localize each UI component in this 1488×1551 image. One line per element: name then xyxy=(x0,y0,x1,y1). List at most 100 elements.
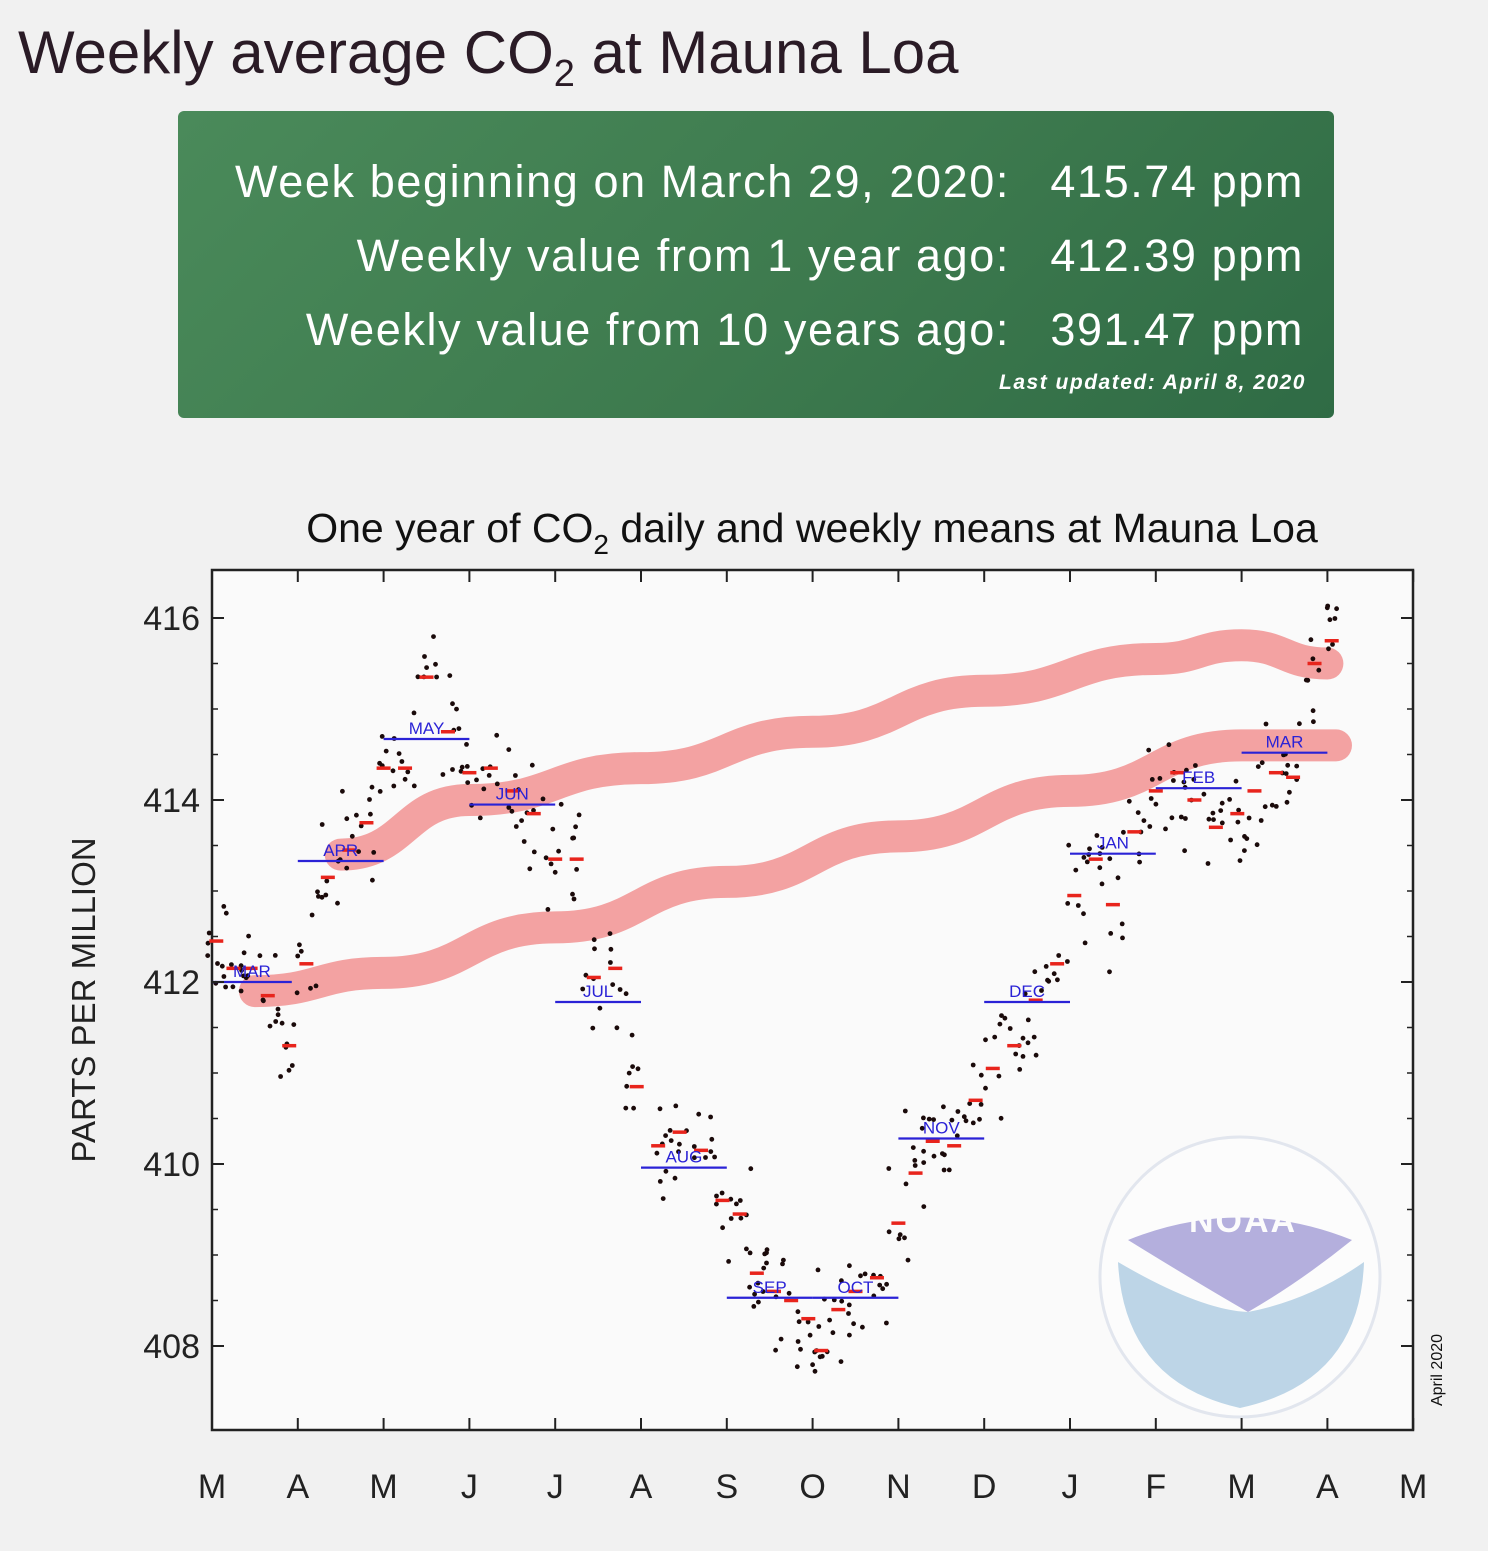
daily-point xyxy=(260,997,266,1003)
monthly-mean-label: MAR xyxy=(1266,733,1304,752)
daily-point xyxy=(494,732,500,738)
daily-point xyxy=(1308,637,1314,643)
daily-point xyxy=(313,983,319,989)
daily-point xyxy=(941,1104,946,1110)
daily-point xyxy=(315,889,320,895)
daily-point xyxy=(1020,1054,1026,1059)
daily-point xyxy=(1201,791,1207,797)
monthly-mean-label: FEB xyxy=(1182,768,1215,787)
daily-point xyxy=(1228,837,1233,843)
page-title-rest: at Mauna Loa xyxy=(574,19,959,86)
trend-bands xyxy=(238,629,1352,1008)
daily-point xyxy=(1033,1052,1039,1058)
daily-point xyxy=(411,710,417,716)
daily-point xyxy=(205,953,211,958)
daily-point xyxy=(1121,829,1126,835)
daily-point xyxy=(941,1167,947,1173)
monthly-means: MAR APR MAY JUN JUL AUG SEP OCT NOV DEC JAN FEB MAR xyxy=(212,719,1328,1299)
daily-point xyxy=(1099,845,1105,850)
daily-point xyxy=(431,634,436,639)
daily-point xyxy=(1031,1034,1037,1040)
daily-point xyxy=(440,772,446,777)
daily-point xyxy=(367,797,372,802)
daily-point xyxy=(481,786,487,792)
daily-point xyxy=(1017,1067,1023,1072)
daily-point xyxy=(1120,935,1125,941)
daily-point xyxy=(1325,603,1331,609)
daily-point xyxy=(946,1167,952,1173)
daily-point xyxy=(1246,815,1252,821)
daily-point xyxy=(513,824,519,829)
daily-point xyxy=(963,1118,969,1124)
daily-point xyxy=(223,910,229,916)
daily-point xyxy=(368,811,373,817)
monthly-mean-label: JUN xyxy=(496,785,529,804)
daily-point xyxy=(309,912,315,918)
daily-point xyxy=(983,1085,988,1091)
ten-years-ago-value: 391.47 ppm xyxy=(1050,304,1304,355)
daily-point xyxy=(827,1317,832,1323)
ten-years-ago-row: Weekly value from 10 years ago: 391.47 p… xyxy=(178,293,1304,367)
daily-point xyxy=(592,946,597,952)
monthly-mean-label: JAN xyxy=(1097,834,1129,853)
daily-point xyxy=(383,748,389,754)
daily-point xyxy=(1045,977,1050,983)
daily-point xyxy=(370,877,375,883)
daily-point xyxy=(752,1291,757,1297)
daily-point xyxy=(1013,1051,1019,1057)
daily-point xyxy=(786,1290,792,1296)
daily-point xyxy=(970,1120,976,1126)
daily-point xyxy=(474,777,479,783)
daily-point xyxy=(897,1232,903,1238)
daily-point xyxy=(513,773,518,778)
daily-point xyxy=(1334,606,1339,612)
daily-point xyxy=(1115,875,1121,881)
daily-point xyxy=(608,946,614,952)
daily-point xyxy=(433,661,438,667)
monthly-mean-label: MAY xyxy=(409,719,445,738)
daily-point xyxy=(657,1179,663,1184)
daily-point xyxy=(795,1339,801,1344)
daily-point xyxy=(531,849,537,855)
weekly-means xyxy=(209,639,1339,1353)
daily-point xyxy=(1235,819,1241,825)
daily-point xyxy=(1066,842,1072,848)
daily-point xyxy=(319,894,325,900)
daily-point xyxy=(1171,778,1176,783)
daily-point xyxy=(1056,953,1062,958)
daily-point xyxy=(720,1225,725,1231)
daily-point xyxy=(205,940,211,946)
daily-point xyxy=(673,1103,679,1109)
daily-point xyxy=(815,1267,821,1273)
daily-point xyxy=(781,1257,786,1263)
daily-point xyxy=(294,990,300,996)
daily-point xyxy=(221,974,227,979)
daily-point xyxy=(728,1216,734,1221)
daily-point xyxy=(279,1020,285,1026)
daily-point xyxy=(1210,810,1216,816)
daily-point xyxy=(748,1166,754,1172)
daily-point xyxy=(1218,808,1224,813)
daily-point xyxy=(340,788,345,794)
daily-point xyxy=(465,780,471,785)
daily-point xyxy=(709,1136,715,1142)
daily-point xyxy=(997,1021,1003,1027)
daily-point xyxy=(747,1284,752,1290)
daily-point xyxy=(434,674,439,680)
daily-point xyxy=(506,747,512,752)
x-tick-label: F xyxy=(1145,1468,1166,1506)
daily-point xyxy=(714,1193,719,1199)
daily-point xyxy=(858,1273,863,1279)
daily-point xyxy=(267,1023,273,1029)
daily-point xyxy=(999,1013,1004,1018)
daily-point xyxy=(1269,802,1275,808)
daily-point xyxy=(719,1190,725,1196)
daily-point xyxy=(1065,959,1070,964)
daily-point xyxy=(1262,804,1268,810)
daily-point xyxy=(571,835,577,841)
daily-point xyxy=(1181,779,1187,785)
daily-point xyxy=(708,1114,713,1120)
daily-point xyxy=(903,1181,909,1187)
daily-point xyxy=(764,1260,769,1266)
daily-point xyxy=(931,1117,936,1122)
